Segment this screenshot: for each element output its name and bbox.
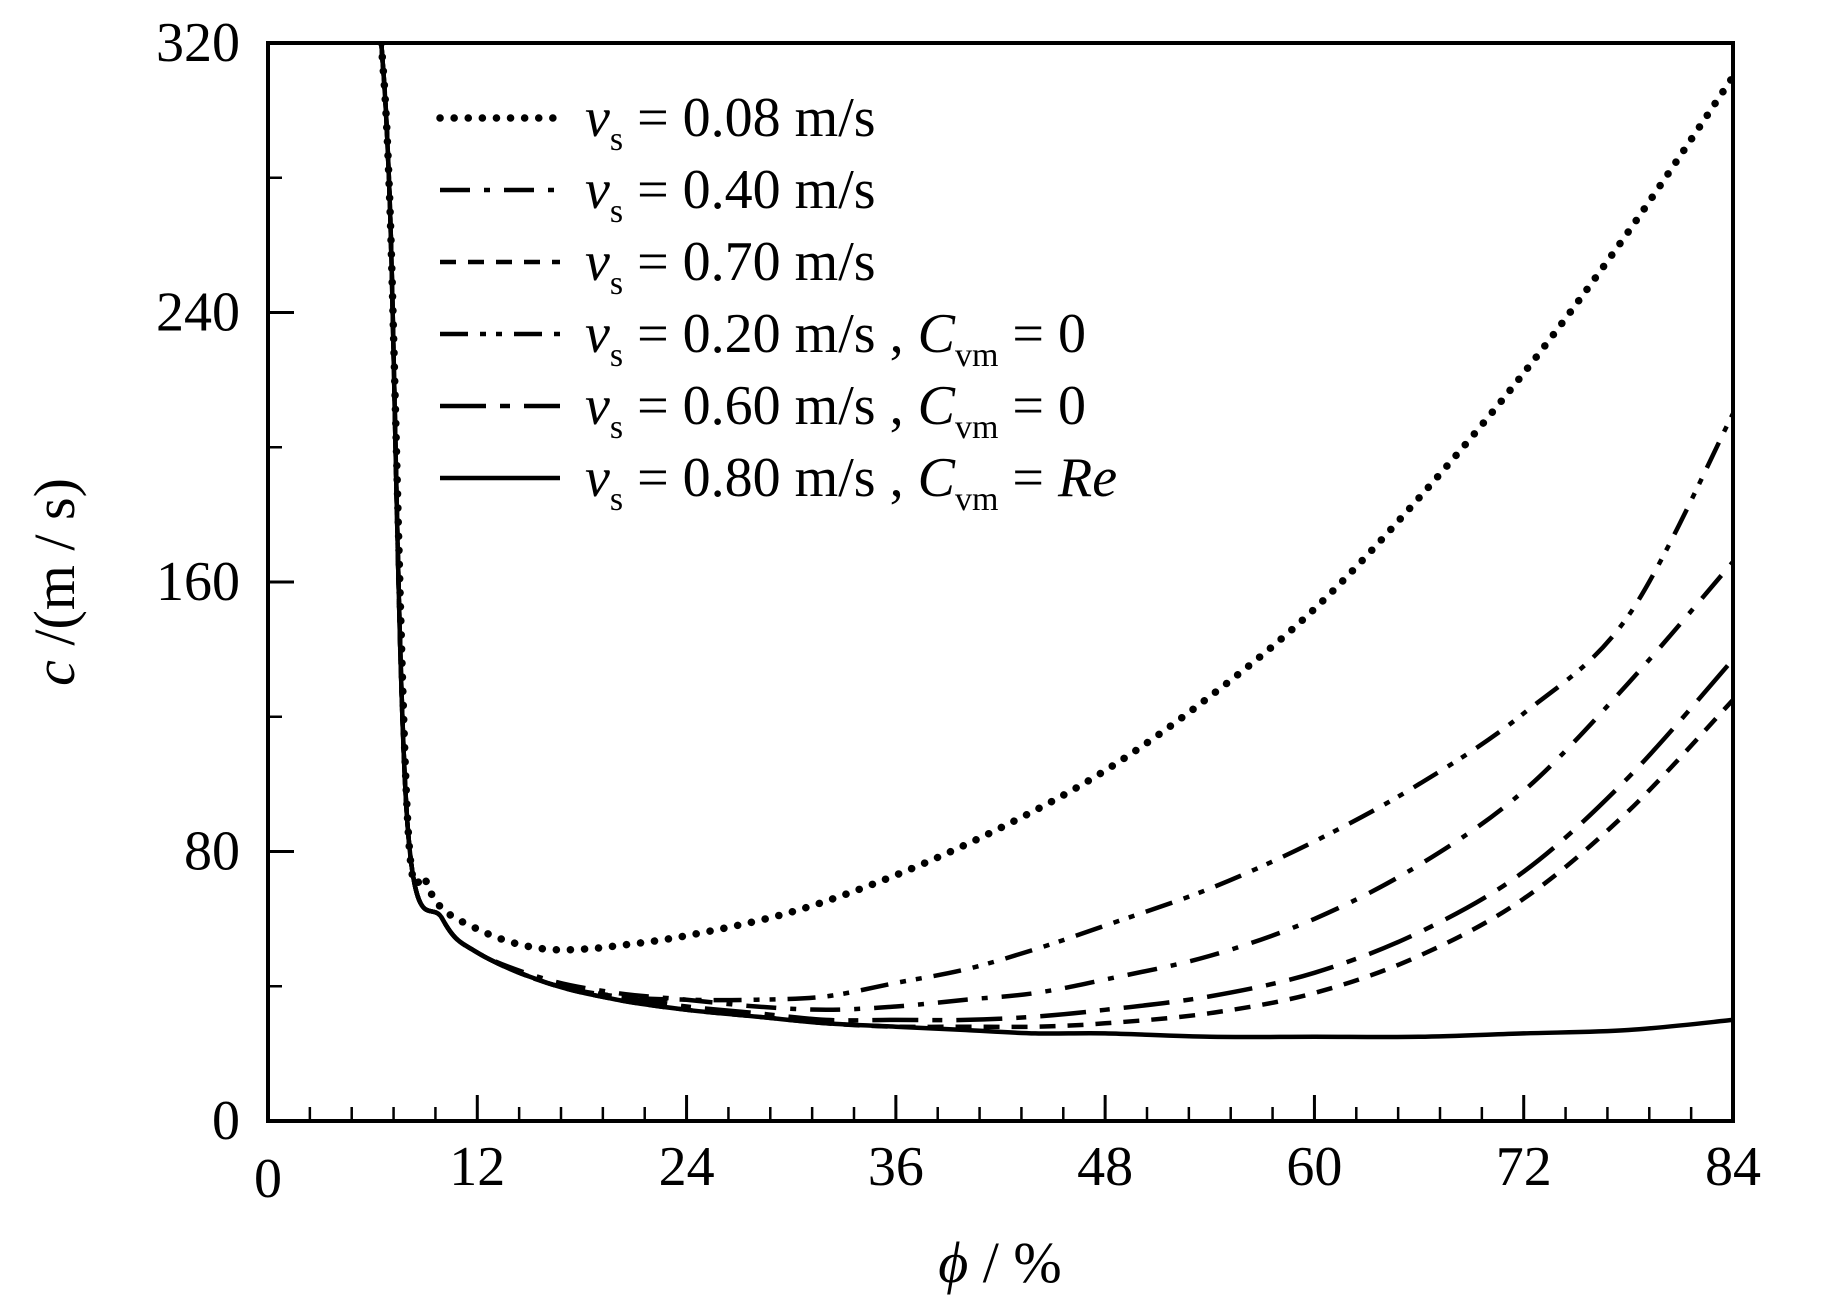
legend-label: vs = 0.60 m/s , Cvm = 0	[585, 375, 1086, 446]
x-tick-label: 72	[1496, 1136, 1552, 1198]
x-axis-ticks: 0 12 24 36 48 60 72 84	[254, 1095, 1761, 1210]
x-tick-label: 48	[1077, 1136, 1133, 1198]
x-tick-label: 24	[659, 1136, 715, 1198]
x-axis-title: ϕ / %	[938, 1230, 1061, 1295]
series-lines	[377, 43, 1733, 1040]
series-line-6	[379, 43, 1733, 1040]
y-axis-symbol: c	[22, 660, 87, 686]
legend-label: vs = 0.80 m/s , Cvm = Re	[585, 447, 1117, 518]
y-axis-ticks: 0 80 160 240 320	[156, 12, 294, 1152]
y-tick-label: 80	[184, 821, 240, 883]
x-axis-symbol: ϕ	[938, 1230, 968, 1295]
legend: vs = 0.08 m/svs = 0.40 m/svs = 0.70 m/sv…	[436, 87, 1117, 518]
x-tick-label: 84	[1705, 1136, 1761, 1198]
x-tick-label: 12	[449, 1136, 505, 1198]
x-axis-unit: / %	[968, 1230, 1061, 1295]
y-axis-unit: /(m / s)	[22, 478, 87, 660]
legend-label: vs = 0.40 m/s	[585, 159, 876, 230]
y-tick-label: 0	[212, 1090, 240, 1152]
x-tick-label: 36	[868, 1136, 924, 1198]
y-tick-label: 320	[156, 12, 240, 74]
legend-label: vs = 0.08 m/s	[585, 87, 876, 158]
legend-label: vs = 0.70 m/s	[585, 231, 876, 302]
x-tick-label: 60	[1286, 1136, 1342, 1198]
y-axis-title: c /(m / s)	[22, 478, 87, 686]
y-tick-label: 160	[156, 551, 240, 613]
legend-label: vs = 0.20 m/s , Cvm = 0	[585, 303, 1086, 374]
y-tick-label: 240	[156, 282, 240, 344]
x-tick-label: 0	[254, 1148, 282, 1210]
